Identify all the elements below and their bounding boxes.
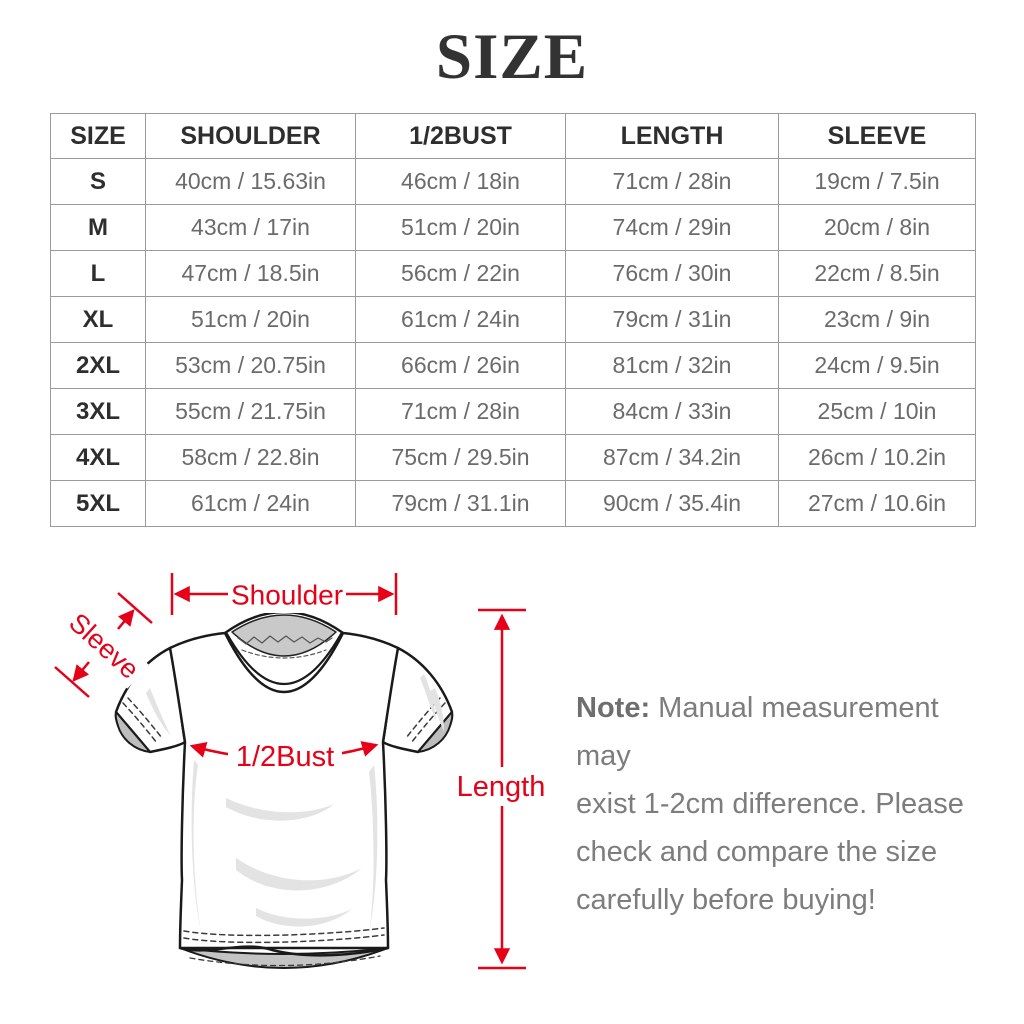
tshirt-measurement-diagram: Shoulder Sleeve 1/2Bust Length (54, 573, 546, 970)
shoulder-label: Shoulder (231, 580, 343, 611)
table-row: 3XL 55cm / 21.75in 71cm / 28in 84cm / 33… (50, 388, 976, 435)
table-row: 5XL 61cm / 24in 79cm / 31.1in 90cm / 35.… (50, 480, 976, 527)
sleeve-cell: 23cm / 9in (778, 296, 976, 343)
shoulder-cell: 61cm / 24in (145, 480, 356, 527)
size-label-cell: L (50, 250, 146, 297)
note-prefix: Note: (576, 692, 651, 724)
length-cell: 90cm / 35.4in (565, 480, 779, 527)
halfbust-cell: 71cm / 28in (355, 388, 566, 435)
right-cuff-shade (417, 711, 454, 753)
size-label-cell: 5XL (50, 480, 146, 527)
table-row: XL 51cm / 20in 61cm / 24in 79cm / 31in 2… (50, 296, 976, 343)
page-title: SIZE (435, 21, 589, 93)
sleeve-cell: 20cm / 8in (778, 204, 976, 251)
column-header-sleeve: SLEEVE (778, 113, 976, 159)
sleeve-cell: 26cm / 10.2in (778, 434, 976, 481)
sleeve-cell: 25cm / 10in (778, 388, 976, 435)
column-header-length: LENGTH (565, 113, 779, 159)
length-label: Length (457, 771, 546, 803)
note-line: carefully before buying! (576, 884, 876, 916)
length-cell: 79cm / 31in (565, 296, 779, 343)
sleeve-cell: 22cm / 8.5in (778, 250, 976, 297)
size-label-cell: 2XL (50, 342, 146, 389)
table-row: M 43cm / 17in 51cm / 20in 74cm / 29in 20… (50, 204, 976, 251)
length-cell: 81cm / 32in (565, 342, 779, 389)
halfbust-cell: 51cm / 20in (355, 204, 566, 251)
column-header-shoulder: SHOULDER (145, 113, 356, 159)
shoulder-cell: 43cm / 17in (145, 204, 356, 251)
halfbust-cell: 46cm / 18in (355, 158, 566, 205)
tshirt-drawing (114, 610, 454, 969)
size-table-body: S 40cm / 15.63in 46cm / 18in 71cm / 28in… (50, 158, 976, 527)
length-cell: 84cm / 33in (565, 388, 779, 435)
size-label-cell: XL (50, 296, 146, 343)
sleeve-cell: 27cm / 10.6in (778, 480, 976, 527)
table-row: 2XL 53cm / 20.75in 66cm / 26in 81cm / 32… (50, 342, 976, 389)
sleeve-cell: 19cm / 7.5in (778, 158, 976, 205)
note-line: check and compare the size (576, 836, 938, 868)
sleeve-arrow (54, 592, 153, 698)
halfbust-cell: 79cm / 31.1in (355, 480, 566, 527)
halfbust-cell: 66cm / 26in (355, 342, 566, 389)
shoulder-cell: 55cm / 21.75in (145, 388, 356, 435)
half-bust-label: 1/2Bust (236, 741, 334, 773)
note-line: Note: Manual measurement may (576, 692, 939, 772)
halfbust-cell: 56cm / 22in (355, 250, 566, 297)
size-label-cell: M (50, 204, 146, 251)
note-line: exist 1-2cm difference. Please (576, 788, 964, 820)
halfbust-cell: 61cm / 24in (355, 296, 566, 343)
shoulder-cell: 51cm / 20in (145, 296, 356, 343)
size-label-cell: S (50, 158, 146, 205)
shoulder-cell: 53cm / 20.75in (145, 342, 356, 389)
length-cell: 76cm / 30in (565, 250, 779, 297)
table-row: L 47cm / 18.5in 56cm / 22in 76cm / 30in … (50, 250, 976, 297)
shoulder-cell: 58cm / 22.8in (145, 434, 356, 481)
shoulder-cell: 47cm / 18.5in (145, 250, 356, 297)
left-cuff-shade (114, 711, 151, 753)
note-block: Note: Manual measurement may exist 1-2cm… (576, 684, 988, 924)
length-cell: 87cm / 34.2in (565, 434, 779, 481)
table-row: 4XL 58cm / 22.8in 75cm / 29.5in 87cm / 3… (50, 434, 976, 481)
size-label-cell: 4XL (50, 434, 146, 481)
collar-back-shade (231, 614, 337, 657)
size-label-cell: 3XL (50, 388, 146, 435)
sleeve-cell: 24cm / 9.5in (778, 342, 976, 389)
column-header-size: SIZE (50, 113, 146, 159)
size-table-header: SIZE SHOULDER 1/2BUST LENGTH SLEEVE (50, 113, 976, 159)
size-table: SIZE SHOULDER 1/2BUST LENGTH SLEEVE S 40… (50, 113, 976, 527)
halfbust-cell: 75cm / 29.5in (355, 434, 566, 481)
shoulder-cell: 40cm / 15.63in (145, 158, 356, 205)
length-cell: 71cm / 28in (565, 158, 779, 205)
table-row: S 40cm / 15.63in 46cm / 18in 71cm / 28in… (50, 158, 976, 205)
sleeve-label: Sleeve (63, 607, 144, 685)
column-header-halfbust: 1/2BUST (355, 113, 566, 159)
length-cell: 74cm / 29in (565, 204, 779, 251)
